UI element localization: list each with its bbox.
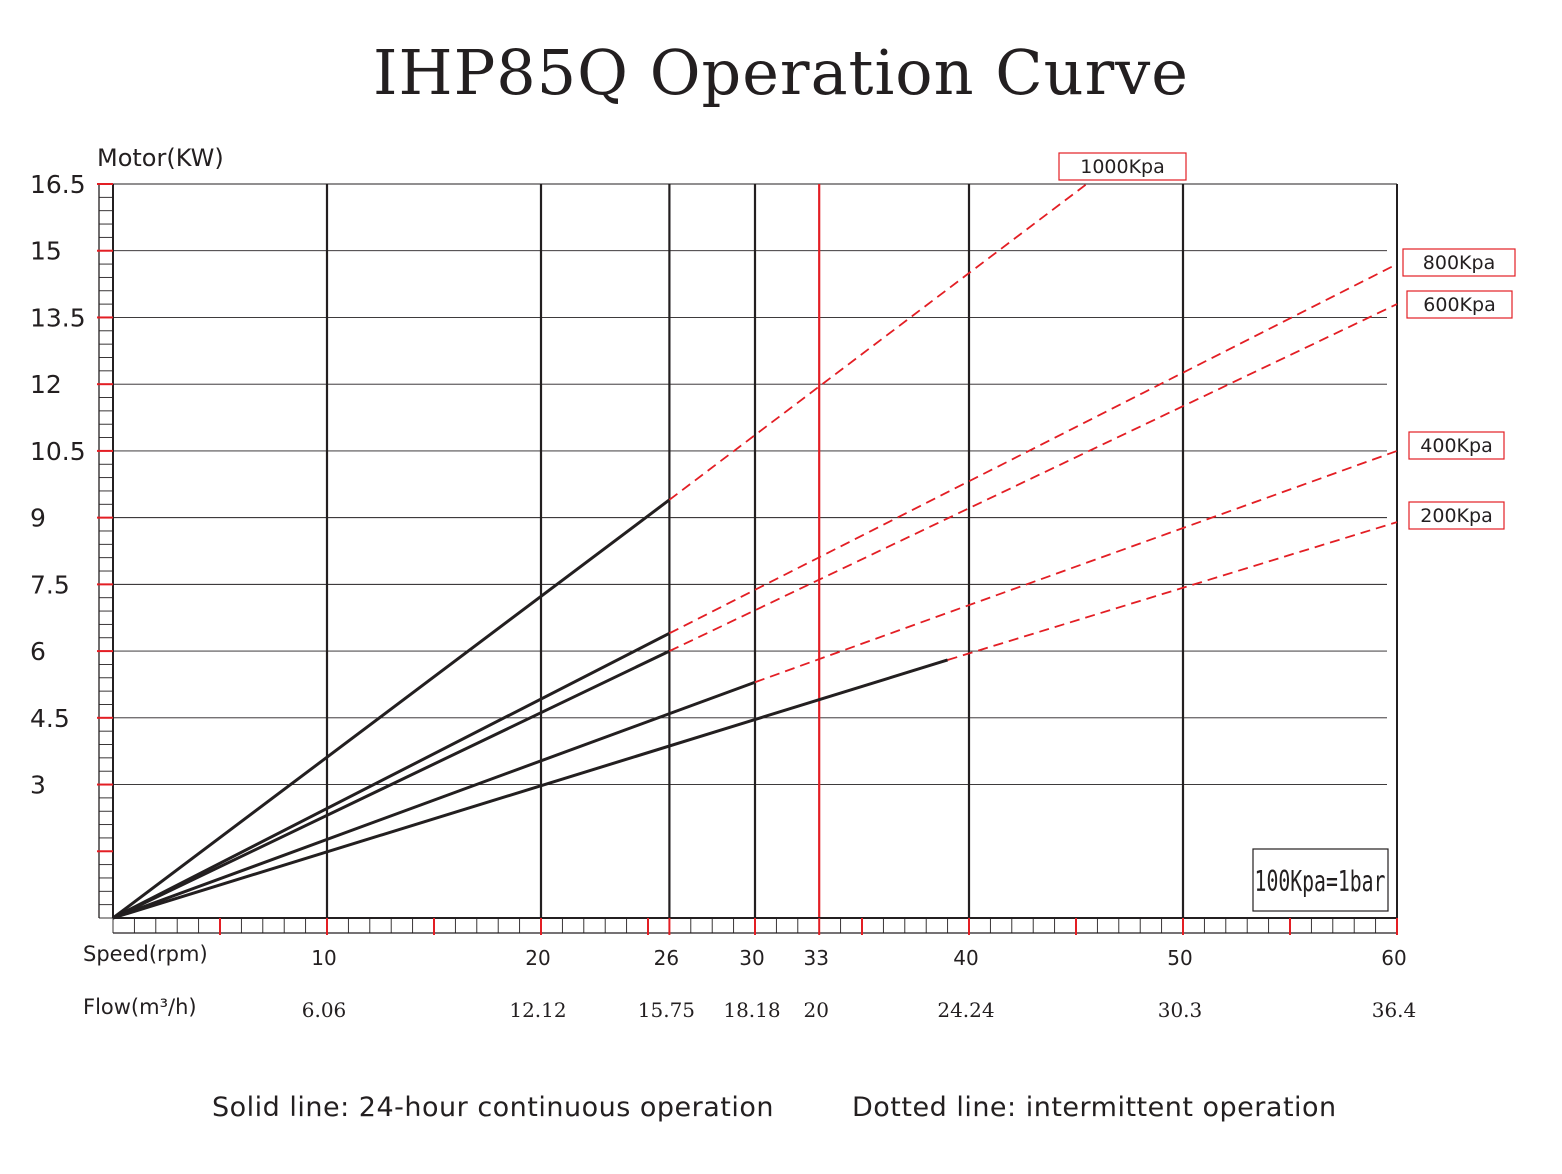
label-layer: 3 4.5 6 7.5 9 10.5 12 13.5 15 16.5 Motor(KW) Speed(… [30, 144, 1516, 1022]
series-label-box [1408, 501, 1505, 530]
series-label-box [1402, 248, 1516, 277]
speed-tick-label: 10 [311, 946, 336, 970]
y-tick-label: 10.5 [30, 437, 86, 466]
flow-tick-label: 12.12 [509, 998, 566, 1022]
chart-title: IHP85Q Operation Curve [373, 36, 1189, 109]
series-label: 200Kpa [1420, 505, 1492, 527]
flow-tick-label: 36.4 [1372, 998, 1417, 1022]
y-axis-title: Motor(KW) [97, 144, 224, 172]
speed-tick-label: 26 [654, 946, 679, 970]
series-dashed-200Kpa [947, 521, 1398, 661]
flow-tick-label: 18.18 [723, 998, 780, 1022]
y-tick-label: 7.5 [30, 570, 70, 599]
series-label-box [1406, 290, 1513, 319]
flow-axis-title: Flow(m³/h) [83, 995, 197, 1019]
series-solid-200Kpa [112, 658, 949, 920]
series-solid-600Kpa [112, 649, 671, 920]
series-dashed-1000Kpa [668, 183, 1088, 501]
y-tick-label: 3 [30, 771, 46, 800]
series-solid-400Kpa [112, 680, 756, 920]
legend-solid: Solid line: 24-hour continuous operation [212, 1092, 775, 1123]
y-tick-label: 9 [30, 504, 46, 533]
series-label: 1000Kpa [1080, 156, 1165, 178]
flow-tick-label: 20 [803, 998, 828, 1022]
series-solid-800Kpa [112, 631, 671, 920]
y-tick-label: 6 [30, 637, 46, 666]
legend-dotted: Dotted line: intermittent operation [852, 1092, 1337, 1123]
series-label: 800Kpa [1423, 252, 1495, 274]
y-tick-label: 16.5 [30, 170, 86, 199]
speed-tick-label: 30 [739, 946, 764, 970]
series-solid-1000Kpa [112, 498, 671, 920]
speed-tick-label: 50 [1167, 946, 1192, 970]
speed-tick-label: 20 [525, 946, 550, 970]
y-tick-label: 12 [30, 370, 62, 399]
y-tick-label: 15 [30, 237, 62, 266]
series-label: 400Kpa [1420, 435, 1492, 457]
flow-tick-label: 24.24 [937, 998, 994, 1022]
speed-tick-label: 60 [1381, 946, 1406, 970]
series-dashed-400Kpa [754, 450, 1398, 684]
flow-tick-label: 30.3 [1158, 998, 1203, 1022]
flow-tick-label: 6.06 [302, 998, 347, 1022]
series-dashed-600Kpa [669, 303, 1398, 652]
unit-note: 100Kpa=1bar [1255, 864, 1386, 898]
axis-layer [97, 183, 1398, 935]
y-tick-label: 13.5 [30, 303, 86, 332]
speed-tick-label: 40 [953, 946, 978, 970]
series-label-box [1408, 431, 1505, 460]
unit-note-box: 100Kpa=1bar [1252, 848, 1389, 912]
series-dashed-800Kpa [668, 263, 1398, 635]
speed-tick-label: 33 [803, 946, 828, 970]
series-label-box [1058, 152, 1187, 181]
series-label: 600Kpa [1423, 294, 1495, 316]
y-tick-label: 4.5 [30, 704, 70, 733]
flow-tick-label: 15.75 [638, 998, 695, 1022]
grid-layer [113, 183, 1398, 918]
speed-axis-title: Speed(rpm) [83, 942, 208, 966]
series-layer [112, 183, 1398, 920]
